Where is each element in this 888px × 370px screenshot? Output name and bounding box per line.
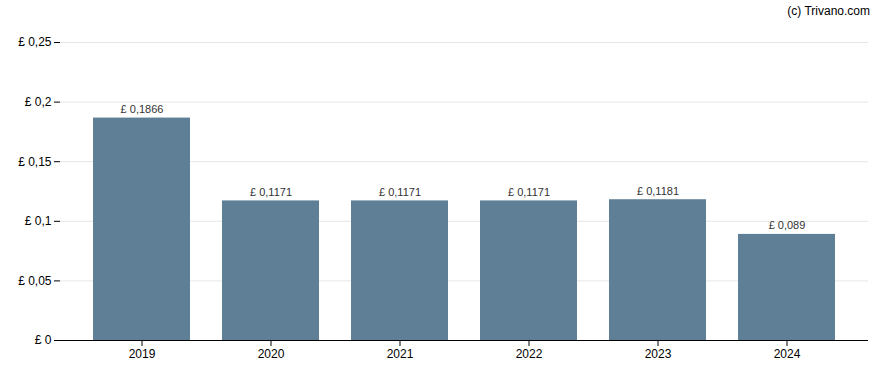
svg-text:£ 0,1866: £ 0,1866 xyxy=(121,103,164,115)
svg-text:£ 0,2: £ 0,2 xyxy=(25,95,52,109)
svg-text:£ 0,1: £ 0,1 xyxy=(25,214,52,228)
svg-text:£ 0,25: £ 0,25 xyxy=(18,35,52,49)
svg-text:£ 0,1171: £ 0,1171 xyxy=(250,186,292,198)
svg-text:£ 0,1171: £ 0,1171 xyxy=(379,186,421,198)
svg-text:£ 0,1181: £ 0,1181 xyxy=(637,185,679,197)
svg-text:2023: 2023 xyxy=(645,347,672,361)
svg-text:£ 0,05: £ 0,05 xyxy=(18,274,52,288)
svg-text:£ 0: £ 0 xyxy=(35,333,52,347)
svg-text:2020: 2020 xyxy=(258,347,285,361)
html-text:(c) Trivano.com: (c) Trivano.com xyxy=(787,4,870,18)
svg-text:2024: 2024 xyxy=(774,347,801,361)
svg-text:£ 0,1171: £ 0,1171 xyxy=(508,186,550,198)
svg-text:2022: 2022 xyxy=(516,347,543,361)
svg-text:£ 0,15: £ 0,15 xyxy=(18,155,52,169)
svg-text:2021: 2021 xyxy=(387,347,414,361)
svg-text:£ 0,089: £ 0,089 xyxy=(769,219,806,231)
svg-text:2019: 2019 xyxy=(129,347,156,361)
